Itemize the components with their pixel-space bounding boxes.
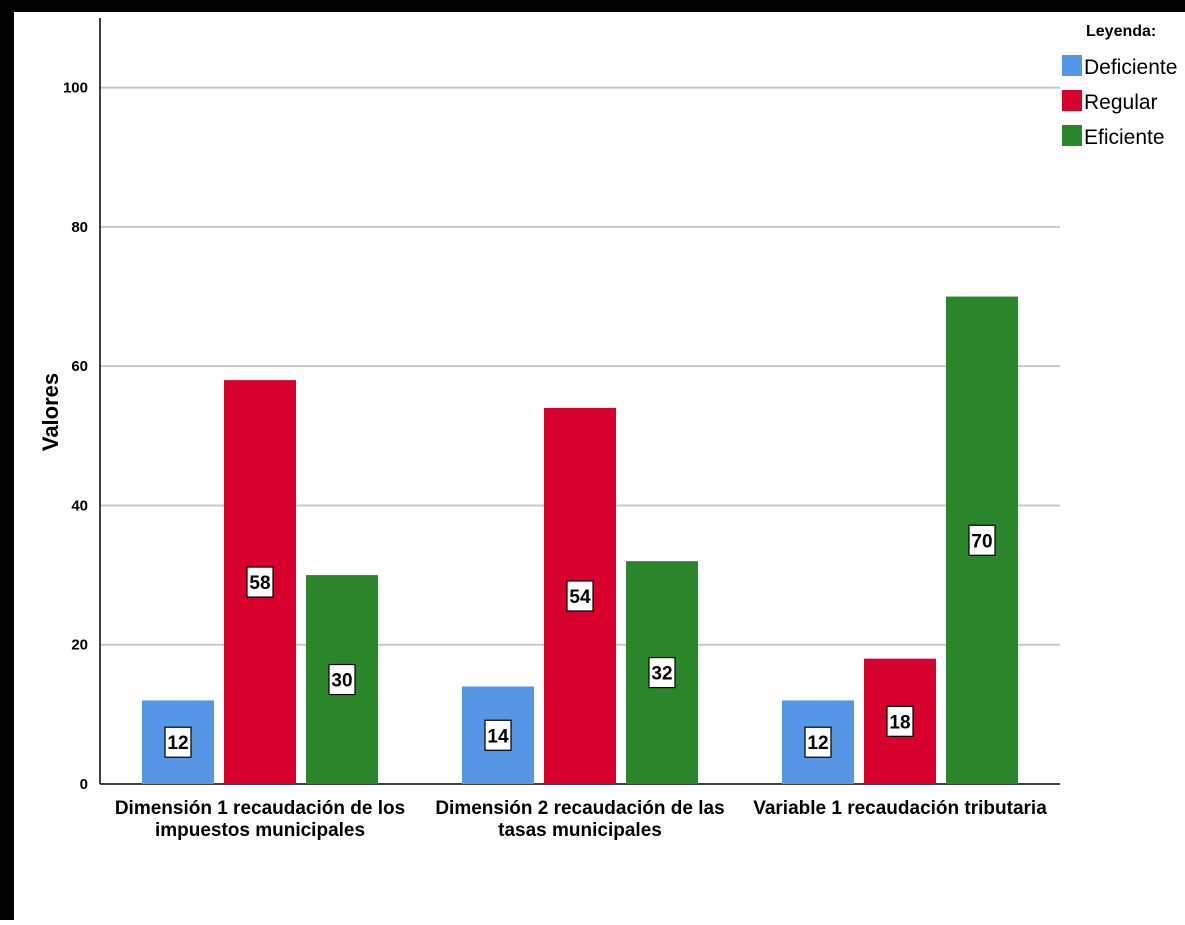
legend-swatch-eficiente [1062,125,1082,146]
x-category-label: Dimensión 1 recaudación de los [115,798,405,819]
y-tick-label: 80 [71,219,88,236]
data-labels: 12 58 30 14 54 32 12 18 70 [164,524,996,758]
legend-title: Leyenda: [1086,23,1156,40]
data-label-box [804,726,832,758]
legend: Leyenda: Deficiente Regular Eficiente [1062,23,1177,149]
legend-label-deficiente: Deficiente [1084,56,1177,79]
y-tick-label: 40 [71,497,88,514]
bar-chart: 12 58 30 14 54 32 12 18 70 0 20 40 60 80 100 Dimensió… [38,18,1177,841]
bars [142,296,1018,784]
data-label-box [968,524,996,556]
legend-swatch-deficiente [1062,55,1082,76]
data-label: 32 [651,664,672,685]
data-label: 12 [807,733,828,754]
y-tick-label: 0 [80,776,88,793]
y-tick-labels: 0 20 40 60 80 100 [63,80,88,793]
x-category-label: Variable 1 recaudación tributaria [753,798,1047,819]
data-label-box [164,726,192,758]
x-category-label: impuestos municipales [155,820,365,841]
data-label-box [246,566,274,598]
y-tick-label: 100 [63,80,88,97]
data-label: 18 [889,712,910,733]
data-label: 54 [569,587,591,608]
legend-label-regular: Regular [1084,91,1158,114]
x-category-label: Dimensión 2 recaudación de las [435,798,724,819]
data-label-box [328,663,356,696]
data-label: 70 [971,531,992,552]
data-label-box [566,580,594,612]
data-label-box [886,705,914,737]
data-label-box [484,719,512,751]
data-label: 14 [487,726,509,747]
legend-label-eficiente: Eficiente [1084,126,1165,149]
data-label-box [648,656,676,689]
x-category-labels: Dimensión 1 recaudación de losimpuestos … [115,798,1047,841]
y-axis-label: Valores [38,373,63,451]
y-tick-label: 60 [71,358,88,375]
data-label: 30 [331,671,352,692]
data-label: 12 [167,733,188,754]
x-category-label: tasas municipales [498,820,662,841]
data-label: 58 [249,573,270,594]
legend-swatch-regular [1062,90,1082,111]
y-tick-label: 20 [71,637,88,654]
